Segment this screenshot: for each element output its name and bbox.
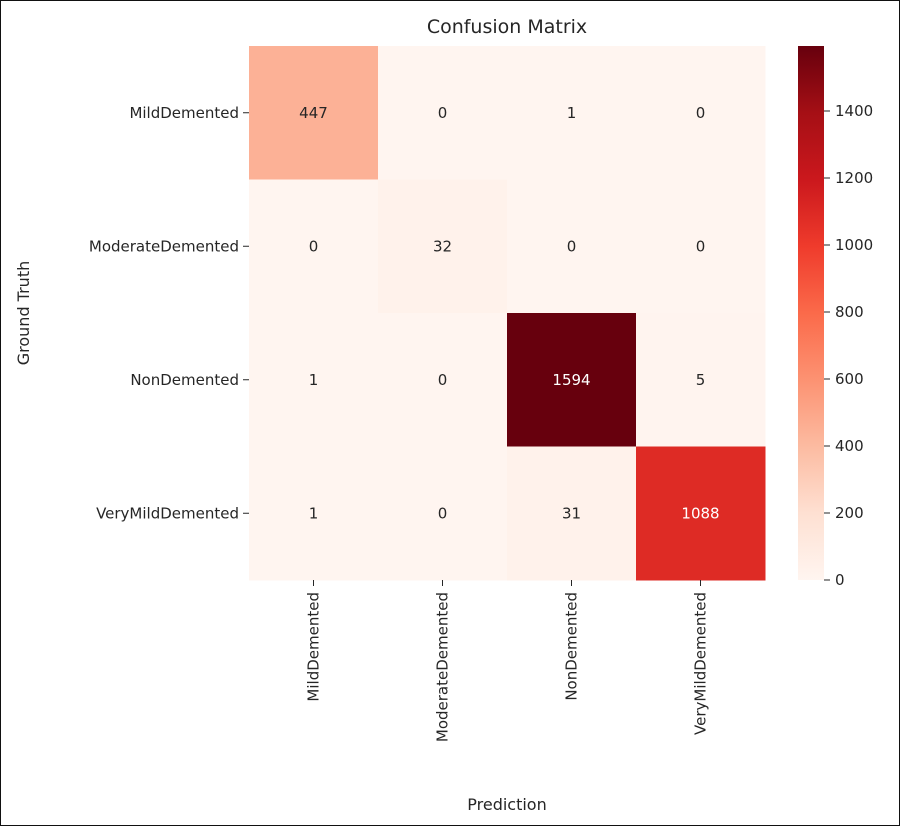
cell-value-label: 31 (562, 504, 581, 522)
heatmap-cell (507, 46, 637, 180)
colorbar-tick-label: 1200 (835, 169, 873, 187)
heatmap-cell (636, 313, 766, 447)
cell-value-label: 32 (433, 237, 452, 255)
colorbar-tick-label: 800 (835, 303, 864, 321)
cell-value-label: 1 (309, 504, 319, 522)
colorbar-tick-label: 200 (835, 504, 864, 522)
y-tick-label: VeryMildDemented (96, 504, 239, 522)
cell-value-label: 0 (696, 104, 706, 122)
x-tick-label: VeryMildDemented (692, 592, 710, 735)
colorbar-tick-label: 1000 (835, 236, 873, 254)
x-tick-label: MildDemented (305, 592, 323, 702)
cell-value-label: 0 (567, 237, 577, 255)
colorbar (798, 46, 824, 580)
cell-value-label: 0 (438, 104, 448, 122)
colorbar-tick-label: 1400 (835, 102, 873, 120)
cell-value-label: 0 (696, 237, 706, 255)
cell-value-label: 447 (299, 104, 328, 122)
cell-value-label: 1 (309, 371, 319, 389)
cell-value-label: 0 (438, 504, 448, 522)
heatmap-cell (378, 313, 508, 447)
heatmap-cell (636, 46, 766, 180)
heatmap-cell (507, 313, 637, 447)
colorbar-tick-label: 400 (835, 437, 864, 455)
cell-value-label: 1088 (681, 504, 719, 522)
y-tick-label: MildDemented (129, 104, 239, 122)
cell-value-label: 1594 (552, 371, 590, 389)
heatmap-cell (249, 313, 379, 447)
cell-value-label: 5 (696, 371, 706, 389)
cell-value-label: 0 (438, 371, 448, 389)
heatmap-cell (636, 446, 766, 581)
x-tick-label: NonDemented (563, 592, 581, 701)
x-axis-label: Prediction (467, 795, 546, 814)
colorbar-tick-label: 600 (835, 370, 864, 388)
cell-value-label: 0 (309, 237, 319, 255)
cell-value-label: 1 (567, 104, 577, 122)
chart-title: Confusion Matrix (427, 16, 587, 38)
heatmap-cell (507, 446, 637, 581)
heatmap-cell (249, 179, 379, 314)
colorbar-tick-label: 0 (835, 571, 845, 589)
heatmap-cell (636, 179, 766, 314)
heatmap-cell (249, 446, 379, 581)
y-tick-label: ModerateDemented (89, 237, 239, 255)
y-axis-label: Ground Truth (14, 261, 33, 366)
heatmap-cell (249, 46, 379, 180)
heatmap-cell (378, 446, 508, 581)
heatmap-cell (507, 179, 637, 314)
heatmap-cell (378, 179, 508, 314)
x-tick-label: ModerateDemented (434, 592, 452, 742)
y-tick-label: NonDemented (130, 371, 239, 389)
heatmap-cell (378, 46, 508, 180)
